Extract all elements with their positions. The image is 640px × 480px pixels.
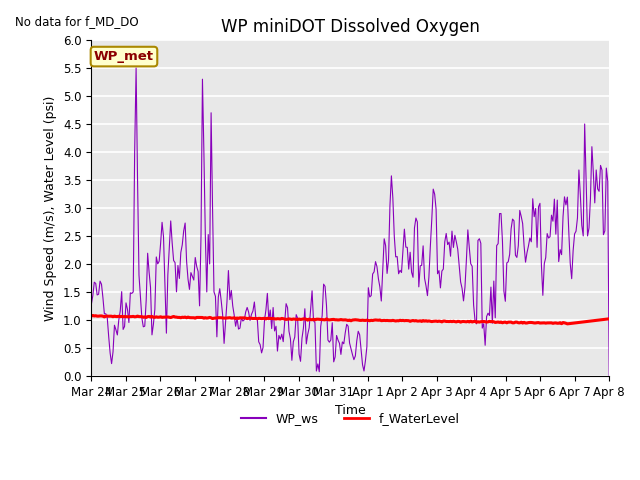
X-axis label: Time: Time bbox=[335, 404, 365, 417]
Text: No data for f_MD_DO: No data for f_MD_DO bbox=[15, 15, 139, 28]
Title: WP miniDOT Dissolved Oxygen: WP miniDOT Dissolved Oxygen bbox=[221, 18, 480, 36]
Y-axis label: Wind Speed (m/s), Water Level (psi): Wind Speed (m/s), Water Level (psi) bbox=[45, 95, 58, 321]
Text: WP_met: WP_met bbox=[94, 50, 154, 63]
Legend: WP_ws, f_WaterLevel: WP_ws, f_WaterLevel bbox=[236, 407, 465, 430]
